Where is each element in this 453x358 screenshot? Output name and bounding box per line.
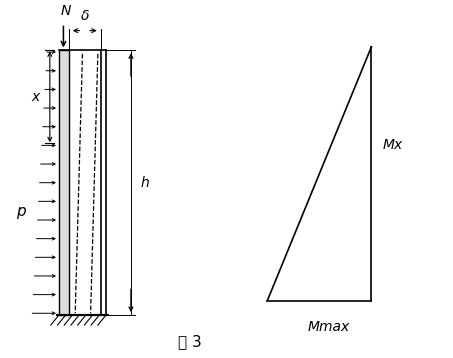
Text: x: x [31,90,39,104]
Text: $\delta$: $\delta$ [80,9,90,24]
Text: Mx: Mx [383,138,403,152]
Polygon shape [59,50,69,315]
Text: p: p [15,204,25,219]
Text: 图 3: 图 3 [178,334,202,349]
Text: Mmax: Mmax [307,320,350,334]
Text: N: N [61,4,71,18]
Text: h: h [141,176,149,190]
